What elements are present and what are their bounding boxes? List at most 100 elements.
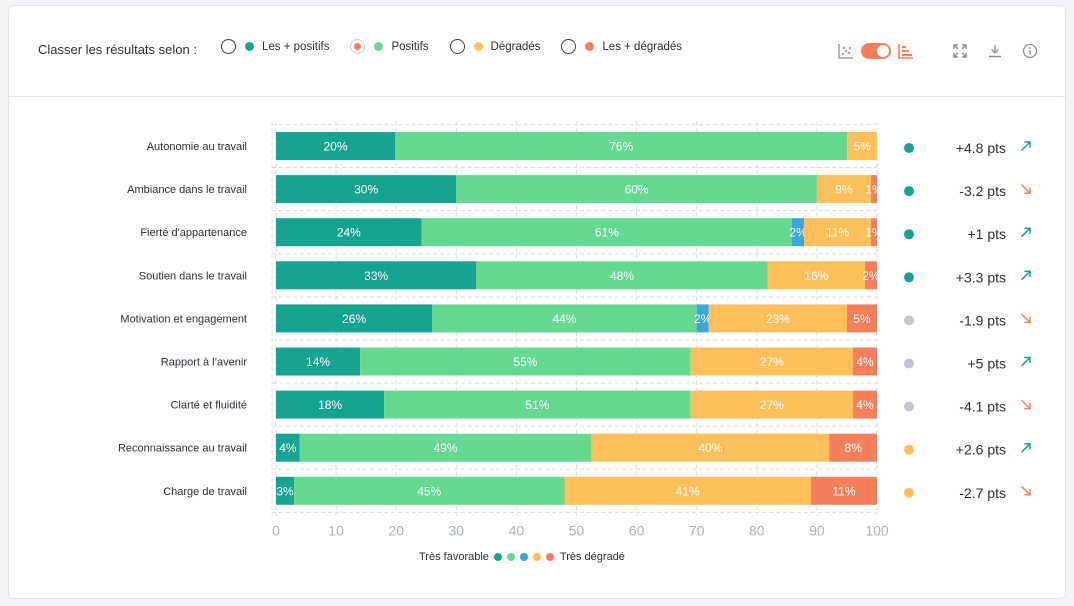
sort-options: Les + positifs Positifs Dégradés Les + d… xyxy=(221,39,703,54)
bar-segment xyxy=(708,304,847,333)
bar-segment xyxy=(870,218,877,247)
category-label: Reconnaissance au travail xyxy=(118,443,247,455)
legend-end-label: Très dégradé xyxy=(559,551,625,563)
sort-option-label: Les + dégradés xyxy=(602,40,683,53)
delta-value: -2.7 pts xyxy=(959,485,1006,501)
bar-segment xyxy=(870,175,877,204)
bar-segment xyxy=(564,476,811,505)
bar-segment xyxy=(847,132,877,160)
sort-option-most-degraded[interactable]: Les + dégradés xyxy=(561,39,682,54)
trend-up-icon xyxy=(1021,442,1031,453)
bar-data-label: 40% xyxy=(698,441,722,455)
bar-segment xyxy=(276,476,295,505)
bar-segment xyxy=(591,433,830,462)
trend-down-icon xyxy=(1021,313,1031,324)
bar-segment xyxy=(276,347,361,376)
bar-segment xyxy=(276,390,385,419)
x-tick-label: 20 xyxy=(388,522,404,538)
bar-data-label: 3% xyxy=(276,484,294,498)
legend-start-label: Très favorable xyxy=(419,551,489,563)
bar-segment xyxy=(804,218,871,247)
category-label: Clarté et fluidité xyxy=(171,400,247,412)
sort-option-most-positive[interactable]: Les + positifs xyxy=(221,39,329,54)
trend-up-icon xyxy=(1021,227,1031,237)
sort-option-label: Les + positifs xyxy=(262,40,330,53)
delta-value: -1.9 pts xyxy=(959,312,1006,328)
bar-data-label: 61% xyxy=(595,226,619,240)
x-tick-label: 0 xyxy=(272,522,280,538)
bar-data-label: 5% xyxy=(853,140,871,154)
bar-data-label: 27% xyxy=(760,398,784,412)
color-swatch xyxy=(473,42,483,51)
bar-segment xyxy=(852,390,877,419)
status-dot xyxy=(904,229,914,240)
bar-segment xyxy=(384,390,691,419)
bar-segment xyxy=(767,261,865,290)
color-swatch xyxy=(245,42,254,51)
bar-data-label: 1% xyxy=(865,183,883,197)
download-icon[interactable] xyxy=(986,42,1004,60)
bar-data-label: 24% xyxy=(337,226,361,240)
category-label: Autonomie au travail xyxy=(147,141,247,153)
x-tick-label: 10 xyxy=(328,522,344,538)
bar-segment xyxy=(792,218,805,247)
bar-data-label: 11% xyxy=(832,484,855,498)
bar-data-label: 33% xyxy=(364,269,388,283)
radio-circle[interactable] xyxy=(221,39,236,54)
info-icon[interactable] xyxy=(1021,42,1039,60)
bar-segment xyxy=(294,476,565,505)
status-dot xyxy=(904,401,914,412)
trend-down-icon xyxy=(1021,184,1031,194)
status-dot xyxy=(904,186,914,197)
bar-segment xyxy=(816,175,871,204)
bar-data-label: 20% xyxy=(323,140,347,154)
bar-data-label: 2% xyxy=(789,226,807,240)
bar-data-label: 8% xyxy=(845,441,863,455)
sort-label: Classer les résultats selon : xyxy=(38,42,197,57)
legend-dot-favorable xyxy=(506,553,515,561)
bar-segment xyxy=(852,347,877,376)
bar-data-label: 45% xyxy=(417,484,441,498)
toolbar: Classer les résultats selon : Les + posi… xyxy=(9,6,1065,97)
x-tick-label: 80 xyxy=(749,522,765,538)
bar-data-label: 11% xyxy=(826,226,849,240)
delta-value: +3.3 pts xyxy=(956,269,1006,285)
bar-segment xyxy=(846,304,877,333)
bar-segment xyxy=(276,218,422,247)
category-label: Fierté d'appartenance xyxy=(140,227,247,239)
trend-up-icon xyxy=(1021,356,1031,367)
radio-circle[interactable] xyxy=(561,39,577,54)
x-tick-label: 40 xyxy=(509,522,525,538)
legend-dot-neutral xyxy=(519,553,528,561)
bar-data-label: 51% xyxy=(525,398,549,412)
sort-option-label: Dégradés xyxy=(490,40,541,53)
sort-option-positive[interactable]: Positifs xyxy=(350,39,429,54)
status-dot xyxy=(904,358,914,369)
bar-segment xyxy=(276,175,457,204)
bar-segment xyxy=(276,132,396,160)
sort-option-degraded[interactable]: Dégradés xyxy=(449,39,541,54)
bar-data-label: 23% xyxy=(766,312,790,326)
chart-view-toggle[interactable] xyxy=(861,43,891,59)
bar-segment xyxy=(864,261,877,290)
category-label: Rapport à l’avenir xyxy=(161,357,248,369)
category-label: Motivation et engagement xyxy=(120,313,247,325)
bar-segment xyxy=(476,261,768,290)
bar-data-label: 16% xyxy=(804,269,828,283)
bar-data-label: 48% xyxy=(610,269,634,283)
expand-icon[interactable] xyxy=(951,42,969,60)
status-dot xyxy=(904,143,914,153)
status-dot xyxy=(904,315,914,326)
radio-circle-selected[interactable] xyxy=(350,39,366,54)
delta-value: +5 pts xyxy=(967,356,1006,372)
status-dot xyxy=(904,444,914,455)
trend-down-icon xyxy=(1021,399,1031,410)
bar-data-label: 76% xyxy=(609,140,633,154)
scatter-chart-icon[interactable] xyxy=(837,42,855,60)
bar-segment xyxy=(690,347,853,376)
radio-circle[interactable] xyxy=(449,39,465,54)
legend-dot-very-favorable xyxy=(493,553,502,561)
bar-segment xyxy=(276,304,433,333)
bar-chart-icon[interactable] xyxy=(897,42,915,60)
bar-data-label: 4% xyxy=(856,398,874,412)
